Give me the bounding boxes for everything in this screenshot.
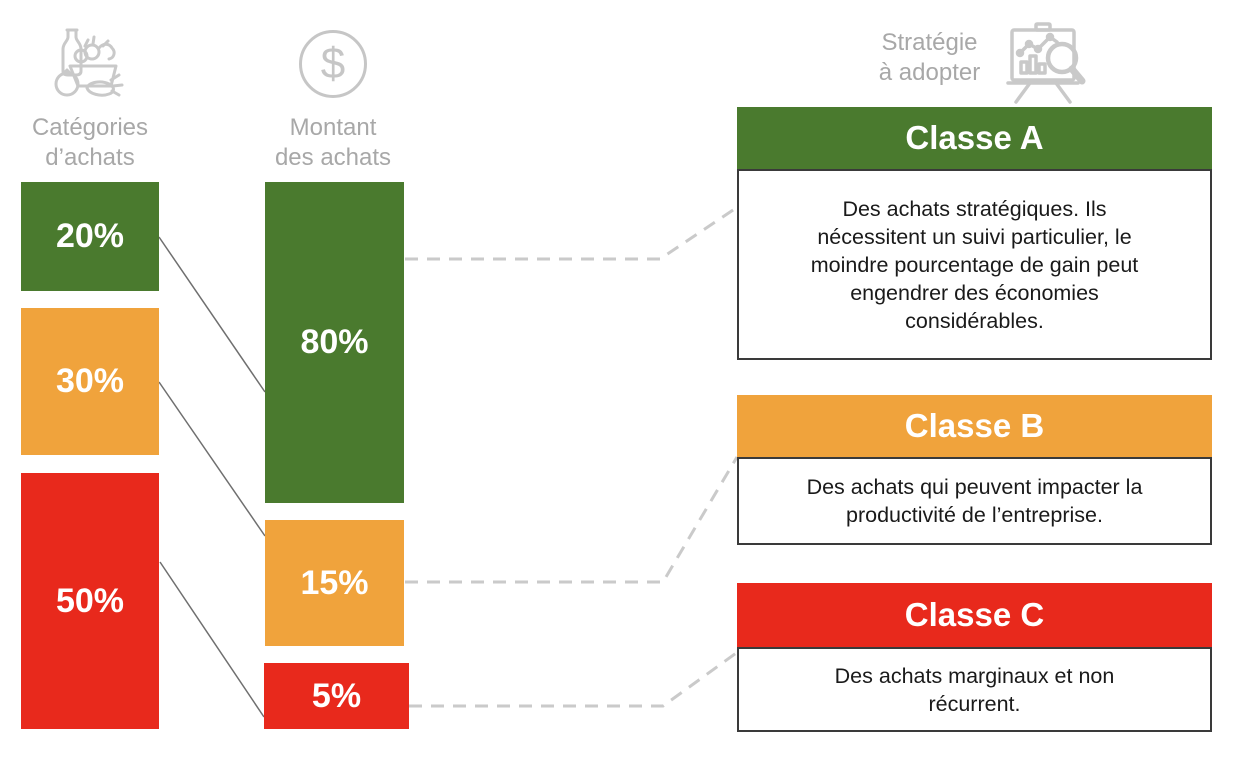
bar-categories-class-b: 30% bbox=[21, 308, 159, 455]
bar-value: 20% bbox=[55, 217, 125, 255]
class-b-description: Des achats qui peuvent impacter la produ… bbox=[806, 475, 1143, 527]
dashed-connector-lines bbox=[405, 204, 740, 708]
class-c-body: Des achats marginaux et non récurrent. bbox=[737, 647, 1212, 732]
class-c-description: Des achats marginaux et non récurrent. bbox=[834, 663, 1115, 716]
class-c-header: Classe C bbox=[737, 583, 1212, 647]
bar-amounts-class-a: 80% bbox=[265, 182, 404, 503]
bar-amounts-class-b: 15% bbox=[265, 520, 404, 646]
solid-connector-lines bbox=[158, 236, 266, 718]
groceries-icon bbox=[45, 18, 125, 115]
bar-amounts-class-c: 5% bbox=[264, 663, 409, 729]
dollar-icon: $ bbox=[299, 30, 367, 98]
class-c-title: Classe C bbox=[904, 596, 1045, 633]
class-a-body: Des achats stratégiques. Ils nécessitent… bbox=[737, 169, 1212, 360]
class-b-title: Classe B bbox=[904, 407, 1045, 444]
bar-categories-class-c: 50% bbox=[21, 473, 159, 729]
strategy-box-class-a: Classe A Des achats stratégiques. Ils né… bbox=[737, 107, 1212, 360]
strategy-box-class-b: Classe B Des achats qui peuvent impacter… bbox=[737, 395, 1212, 545]
bar-value: 50% bbox=[55, 581, 125, 620]
class-a-header: Classe A bbox=[737, 107, 1212, 169]
class-a-title: Classe A bbox=[905, 119, 1044, 156]
class-b-header: Classe B bbox=[737, 395, 1212, 457]
bar-value: 15% bbox=[300, 563, 369, 602]
categories-column-label: Catégories d’achats bbox=[31, 114, 149, 171]
bar-value: 30% bbox=[55, 362, 125, 400]
class-a-description: Des achats stratégiques. Ils nécessitent… bbox=[810, 196, 1139, 333]
strategy-box-class-c: Classe C Des achats marginaux et non réc… bbox=[737, 583, 1212, 732]
class-b-body: Des achats qui peuvent impacter la produ… bbox=[737, 457, 1212, 545]
bar-value: 5% bbox=[311, 676, 362, 715]
bar-value: 80% bbox=[300, 323, 369, 361]
chart-magnifier-icon bbox=[1000, 20, 1088, 109]
dollar-symbol: $ bbox=[320, 39, 346, 88]
bar-categories-class-a: 20% bbox=[21, 182, 159, 291]
strategy-label: Stratégie à adopter bbox=[878, 29, 981, 86]
amounts-column-label: Montant des achats bbox=[274, 114, 392, 171]
